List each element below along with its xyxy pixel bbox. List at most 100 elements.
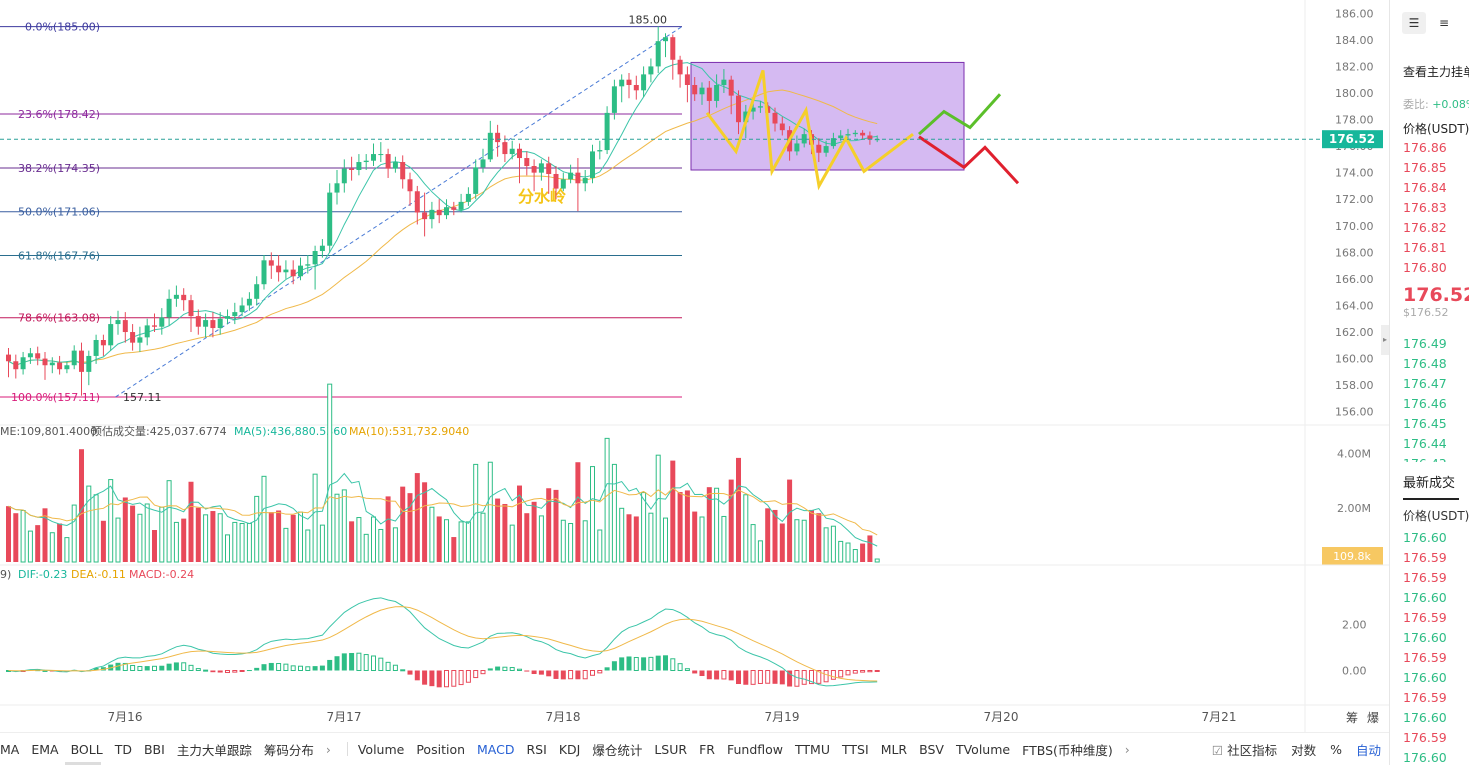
auto-scale-button[interactable]: 自动 xyxy=(1355,742,1381,758)
indicator-volume[interactable]: Volume xyxy=(357,741,405,757)
bid-row[interactable]: 176.47 xyxy=(1403,376,1447,391)
macd-hist-bar xyxy=(283,663,289,671)
trade-row[interactable]: 176.60 xyxy=(1403,630,1447,645)
bid-row[interactable]: 176.45 xyxy=(1403,416,1447,431)
x-tick-label: 7月19 xyxy=(765,710,800,724)
indicator-fr[interactable]: FR xyxy=(699,741,715,757)
trade-row[interactable]: 176.59 xyxy=(1403,570,1447,585)
trade-row[interactable]: 176.60 xyxy=(1403,750,1447,765)
chevron-right-icon[interactable]: › xyxy=(1124,741,1130,757)
candle-body xyxy=(392,162,398,169)
indicator-td[interactable]: TD xyxy=(114,741,132,757)
trade-row[interactable]: 176.60 xyxy=(1403,670,1447,685)
x-tick-label: 7月17 xyxy=(327,710,362,724)
candle-body xyxy=(728,79,734,96)
indicator-ttmu[interactable]: TTMU xyxy=(795,741,830,757)
indicator-ema[interactable]: EMA xyxy=(31,741,59,757)
ask-row[interactable]: 176.85 xyxy=(1403,160,1447,175)
macd-hist-bar xyxy=(173,662,179,671)
toolbar-scrollbar[interactable] xyxy=(65,762,101,765)
volume-bar xyxy=(137,513,143,563)
bid-row[interactable]: 176.48 xyxy=(1403,356,1447,371)
trade-row[interactable]: 176.59 xyxy=(1403,610,1447,625)
candle-body xyxy=(239,305,245,313)
candle-body xyxy=(619,79,625,87)
indicator--[interactable]: 筹码分布 xyxy=(263,742,314,758)
wave-projection-line xyxy=(705,69,914,191)
trade-row[interactable]: 176.59 xyxy=(1403,730,1447,745)
ask-row[interactable]: 176.86 xyxy=(1403,140,1447,155)
macd-hist-bar xyxy=(188,664,194,672)
macd-hist-bar xyxy=(852,670,858,674)
volume-bar xyxy=(319,524,325,563)
ask-row[interactable]: 176.82 xyxy=(1403,220,1447,235)
latest-trades-tab[interactable]: 最新成交 xyxy=(1403,476,1456,491)
macd-hist-bar xyxy=(816,670,822,684)
indicator-bsv[interactable]: BSV xyxy=(919,741,944,757)
macd-hist-bar xyxy=(619,657,625,671)
bid-row[interactable]: 176.43 xyxy=(1403,454,1469,462)
candle-body xyxy=(341,168,347,184)
trades-price-header: 价格(USDT) xyxy=(1403,509,1469,523)
indicator-boll[interactable]: BOLL xyxy=(70,741,103,757)
candle-body xyxy=(436,209,442,216)
indicator-fundflow[interactable]: Fundflow xyxy=(726,741,783,757)
indicator-toolbar: MA EMA BOLL TD BBI 主力大单跟踪 筹码分布 › Volume Positio… xyxy=(0,732,1389,765)
bid-row[interactable]: 176.44 xyxy=(1403,436,1447,451)
macd-hist-bar xyxy=(465,670,471,683)
macd-hist-bar xyxy=(100,667,106,671)
trade-row[interactable]: 176.59 xyxy=(1403,650,1447,665)
bid-row[interactable]: 176.49 xyxy=(1403,336,1447,351)
indicator-rsi[interactable]: RSI xyxy=(526,741,547,757)
macd-hist-bar xyxy=(706,670,712,680)
volume-bar xyxy=(195,507,201,562)
log-scale-button[interactable]: 对数 xyxy=(1291,742,1317,758)
indicator-position[interactable]: Position xyxy=(416,741,466,757)
volume-bar xyxy=(312,473,318,563)
indicator-ftbs-[interactable]: FTBS(币种维度) xyxy=(1022,742,1113,758)
candle-body xyxy=(246,298,252,306)
trough-label: 157.11 xyxy=(123,391,162,404)
candle-body xyxy=(495,132,501,143)
trade-row[interactable]: 176.59 xyxy=(1403,550,1447,565)
indicator-macd[interactable]: MACD xyxy=(477,741,515,757)
indicator-mlr[interactable]: MLR xyxy=(880,741,908,757)
collapse-arrow-icon[interactable]: ▸ xyxy=(1381,325,1389,355)
ask-row[interactable]: 176.80 xyxy=(1403,260,1447,274)
community-indicators-button[interactable]: ☑ 社区指标 xyxy=(1212,740,1277,759)
indicator-kdj[interactable]: KDJ xyxy=(558,741,581,757)
bid-row[interactable]: 176.46 xyxy=(1403,396,1447,411)
indicator-lsur[interactable]: LSUR xyxy=(654,741,688,757)
indicator-bbi[interactable]: BBI xyxy=(143,741,165,757)
macd-hist-bar xyxy=(319,665,325,671)
indicator--[interactable]: 主力大单跟踪 xyxy=(176,742,252,758)
price-tick-label: 158.00 xyxy=(1335,379,1374,392)
volume-bar xyxy=(203,514,209,563)
trade-row[interactable]: 176.60 xyxy=(1403,590,1447,605)
trade-row[interactable]: 176.60 xyxy=(1403,710,1447,725)
ask-row[interactable]: 176.81 xyxy=(1403,240,1447,255)
macd-hist-bar xyxy=(130,664,136,671)
indicator-tvolume[interactable]: TVolume xyxy=(955,741,1011,757)
fib-level-label: 78.6%(163.08) xyxy=(18,312,100,325)
main-orders-link[interactable]: 查看主力挂单 xyxy=(1403,65,1469,79)
trade-list: 176.60 176.59 176.59 176.60 176.59 176.60 176.… xyxy=(1390,528,1469,765)
indicator--[interactable]: 爆仓统计 xyxy=(592,742,643,758)
candle-body xyxy=(538,163,544,173)
orderbook-list-icon[interactable]: ≡ xyxy=(1438,16,1450,30)
volume-bar xyxy=(619,507,625,563)
trade-row[interactable]: 176.60 xyxy=(1403,530,1447,545)
macd-hist-bar xyxy=(363,654,369,672)
ask-row[interactable]: 176.84 xyxy=(1403,180,1447,195)
indicator-ma[interactable]: MA xyxy=(0,741,20,757)
orderbook-both-icon[interactable]: ☰ xyxy=(1402,12,1426,34)
volume-bar xyxy=(173,521,179,563)
trade-row[interactable]: 176.59 xyxy=(1403,690,1447,705)
chevron-right-icon[interactable]: › xyxy=(325,741,331,757)
indicator-ttsi[interactable]: TTSI xyxy=(842,741,869,757)
macd-hist-bar xyxy=(334,656,340,671)
volume-bar xyxy=(451,537,457,562)
percent-scale-button[interactable]: % xyxy=(1330,741,1342,757)
ask-row[interactable]: 176.83 xyxy=(1403,200,1447,215)
trading-chart[interactable]: 186.00184.00182.00180.00178.00176.00174.… xyxy=(0,0,1389,732)
